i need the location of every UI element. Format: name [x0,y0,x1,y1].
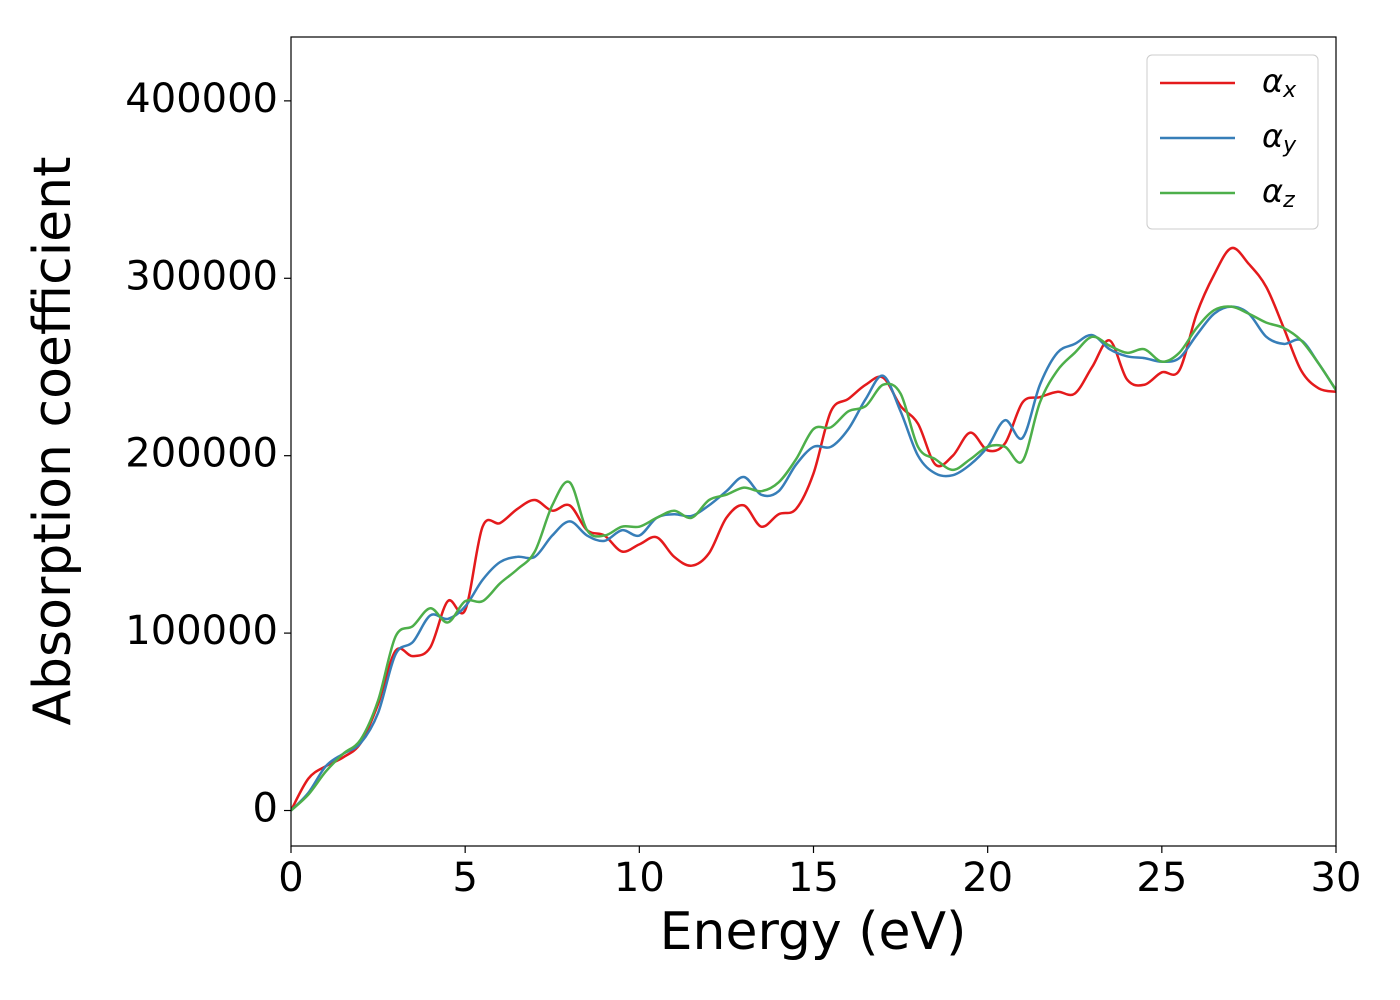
y-tick-label: 400000 [125,76,278,122]
x-tick-label: 10 [614,855,665,901]
y-tick-label: 0 [253,786,278,832]
plot-frame [290,36,1337,847]
legend-label: αz [1262,172,1295,213]
y-tick-label: 100000 [125,608,278,654]
x-tick-label: 30 [1311,855,1362,901]
legend-box [1146,54,1319,230]
x-tick-label: 5 [452,855,477,901]
x-axis-label: Energy (eV) [660,902,967,962]
x-tick-label: 0 [278,855,303,901]
data-line [291,305,1336,812]
y-tick-label: 200000 [125,431,278,477]
x-tick-label: 20 [962,855,1013,901]
data-line [291,305,1336,812]
y-axis-label: Absorption coefficient [23,156,83,725]
x-tick-label: 25 [1136,855,1187,901]
data-line [291,246,1336,812]
y-tick-label: 300000 [125,253,278,299]
x-tick-label: 15 [788,855,839,901]
legend-label: αy [1262,117,1297,158]
legend-label: αx [1262,62,1297,103]
